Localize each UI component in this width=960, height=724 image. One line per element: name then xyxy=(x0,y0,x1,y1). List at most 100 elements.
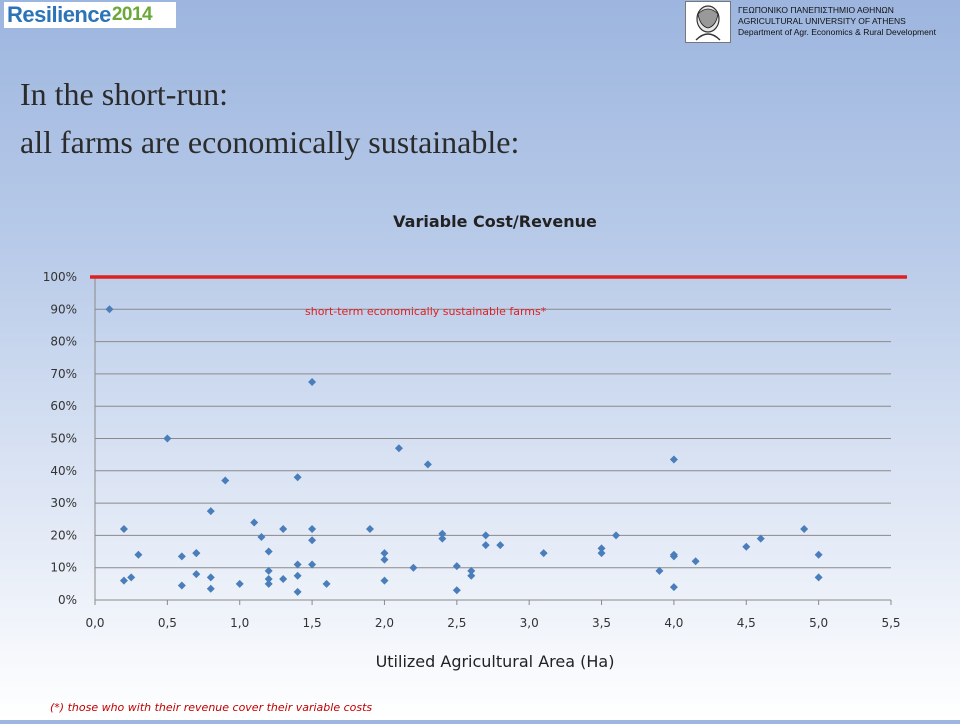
logo-year: 2014 xyxy=(111,4,153,25)
x-tick-label: 0,0 xyxy=(85,616,104,630)
data-point xyxy=(669,583,678,592)
y-tick-label: 60% xyxy=(50,399,77,413)
data-point xyxy=(756,534,765,543)
data-point xyxy=(365,524,374,533)
y-tick-label: 100% xyxy=(43,270,77,284)
data-point xyxy=(814,573,823,582)
y-tick-label: 90% xyxy=(50,302,77,316)
data-point xyxy=(380,549,389,558)
data-point xyxy=(691,557,700,566)
footnote: (*) those who with their revenue cover t… xyxy=(50,701,373,714)
data-point xyxy=(800,524,809,533)
x-tick-label: 4,0 xyxy=(664,616,683,630)
data-point xyxy=(438,529,447,538)
data-point xyxy=(481,531,490,540)
x-tick-label: 5,5 xyxy=(881,616,900,630)
data-point xyxy=(380,576,389,585)
data-point xyxy=(206,507,215,516)
data-point xyxy=(206,584,215,593)
data-point xyxy=(206,573,215,582)
data-point xyxy=(279,575,288,584)
data-point xyxy=(655,566,664,575)
y-tick-label: 30% xyxy=(50,496,77,510)
data-point xyxy=(452,586,461,595)
university-name: ΓΕΩΠΟΝΙΚΟ ΠΑΝΕΠΙΣΤΗΜΙΟ ΑΘΗΝΩΝ AGRICULTUR… xyxy=(738,5,936,38)
x-tick-label: 1,5 xyxy=(303,616,322,630)
y-tick-label: 70% xyxy=(50,367,77,381)
y-tick-label: 20% xyxy=(50,528,77,542)
data-point xyxy=(119,524,128,533)
x-tick-label: 3,0 xyxy=(520,616,539,630)
y-tick-label: 80% xyxy=(50,335,77,349)
data-point xyxy=(105,305,114,314)
data-point xyxy=(192,570,201,579)
slide-title-line1: In the short-run: xyxy=(20,76,228,112)
threshold-annotation: short-term economically sustainable farm… xyxy=(305,305,547,318)
x-tick-label: 2,5 xyxy=(447,616,466,630)
data-point xyxy=(452,562,461,571)
data-point xyxy=(308,524,317,533)
y-tick-label: 10% xyxy=(50,561,77,575)
x-tick-label: 3,5 xyxy=(592,616,611,630)
data-point xyxy=(669,552,678,561)
x-tick-label: 2,0 xyxy=(375,616,394,630)
data-point xyxy=(293,473,302,482)
data-point xyxy=(467,566,476,575)
data-point xyxy=(257,533,266,542)
data-point xyxy=(481,541,490,550)
y-tick-label: 40% xyxy=(50,464,77,478)
data-point xyxy=(394,444,403,453)
x-tick-label: 0,5 xyxy=(158,616,177,630)
data-point xyxy=(264,579,273,588)
data-point xyxy=(308,536,317,545)
data-point xyxy=(814,550,823,559)
y-tick-label: 0% xyxy=(58,593,77,607)
data-point xyxy=(438,534,447,543)
university-emblem-icon xyxy=(685,1,731,43)
data-point xyxy=(163,434,172,443)
data-point xyxy=(669,455,678,464)
data-point xyxy=(467,571,476,580)
data-point xyxy=(192,549,201,558)
data-point xyxy=(539,549,548,558)
data-point xyxy=(612,531,621,540)
department-name: Department of Agr. Economics & Rural Dev… xyxy=(738,27,936,37)
university-name-english: AGRICULTURAL UNIVERSITY OF ATHENS xyxy=(738,16,906,26)
data-point xyxy=(597,544,606,553)
university-name-greek: ΓΕΩΠΟΝΙΚΟ ΠΑΝΕΠΙΣΤΗΜΙΟ ΑΘΗΝΩΝ xyxy=(738,5,894,15)
slide-title: In the short-run: all farms are economic… xyxy=(20,70,519,166)
data-point xyxy=(409,563,418,572)
data-point xyxy=(380,555,389,564)
data-point xyxy=(293,560,302,569)
x-tick-label: 1,0 xyxy=(230,616,249,630)
data-point xyxy=(134,550,143,559)
x-axis-label: Utilized Agricultural Area (Ha) xyxy=(376,652,615,671)
data-point xyxy=(250,518,259,527)
data-point xyxy=(308,560,317,569)
x-tick-label: 4,5 xyxy=(737,616,756,630)
data-point xyxy=(264,547,273,556)
resilience-logo: Resilience 2014 xyxy=(4,2,176,28)
data-point xyxy=(496,541,505,550)
data-point xyxy=(293,587,302,596)
data-point xyxy=(235,579,244,588)
data-point xyxy=(308,377,317,386)
data-point xyxy=(322,579,331,588)
data-point xyxy=(127,573,136,582)
data-point xyxy=(221,476,230,485)
chart-title: Variable Cost/Revenue xyxy=(393,212,597,231)
data-point xyxy=(177,581,186,590)
data-point xyxy=(264,566,273,575)
data-point xyxy=(423,460,432,469)
logo-word: Resilience xyxy=(7,2,111,27)
data-point xyxy=(279,524,288,533)
data-point xyxy=(264,575,273,584)
data-point xyxy=(742,542,751,551)
y-tick-label: 50% xyxy=(50,432,77,446)
data-point xyxy=(293,571,302,580)
data-point xyxy=(177,552,186,561)
data-point xyxy=(119,576,128,585)
x-tick-label: 5,0 xyxy=(809,616,828,630)
